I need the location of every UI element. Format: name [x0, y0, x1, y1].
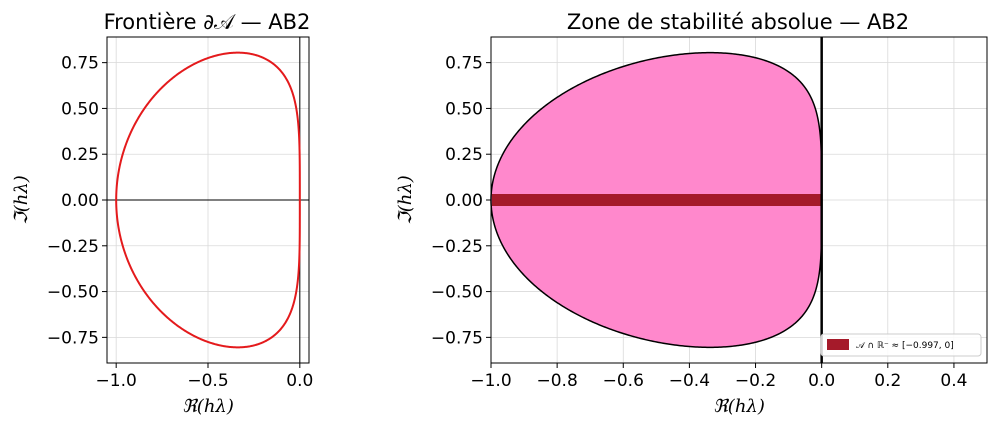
- left-boundary-curve: [115, 51, 301, 349]
- right-y-ticks: 0.75 0.50 0.25 0.00 −0.25 −0.50 −0.75: [431, 54, 491, 348]
- real-interval-band: [491, 194, 822, 206]
- y-tick-label: 0.75: [61, 54, 99, 74]
- right-title: Zone de stabilité absolue — AB2: [567, 10, 909, 34]
- legend-swatch: [827, 339, 849, 350]
- left-title: Frontière ∂𝒜 — AB2: [104, 10, 311, 34]
- left-y-ticks: 0.75 0.50 0.25 0.00 −0.25 −0.50 −0.75: [47, 54, 107, 348]
- x-tick-label: −0.6: [603, 371, 644, 391]
- x-tick-label: 0.0: [286, 371, 313, 391]
- x-tick-label: −0.8: [536, 371, 577, 391]
- legend: 𝒜 ∩ ℝ⁻ ≈ [−0.997, 0]: [820, 333, 982, 357]
- y-tick-label: −0.25: [431, 237, 483, 257]
- y-tick-label: 0.75: [445, 54, 483, 74]
- right-x-ticks: −1.0 −0.8 −0.6 −0.4 −0.2 0.0 0.2 0.4: [470, 363, 967, 391]
- y-tick-label: −0.75: [47, 328, 99, 348]
- legend-label: 𝒜 ∩ ℝ⁻ ≈ [−0.997, 0]: [856, 341, 954, 351]
- x-tick-label: 0.2: [874, 371, 901, 391]
- left-x-ticks: −1.0 −0.5 0.0: [96, 363, 313, 391]
- right-x-axis-label: ℜ(hλ): [713, 396, 765, 417]
- y-tick-label: 0.00: [445, 191, 483, 211]
- y-tick-label: 0.00: [61, 191, 99, 211]
- y-tick-label: −0.75: [431, 328, 483, 348]
- y-tick-label: 0.50: [445, 99, 483, 119]
- x-tick-label: −0.2: [735, 371, 776, 391]
- x-tick-label: −0.4: [669, 371, 710, 391]
- legend-box: [820, 333, 982, 357]
- left-panel: Frontière ∂𝒜 — AB2 −1.0 −0.5 0.0 0.750.500…: [11, 10, 313, 417]
- right-y-axis-label: ℑ(hλ): [395, 175, 416, 225]
- x-tick-label: −1.0: [96, 371, 137, 391]
- x-tick-label: 0.4: [940, 371, 967, 391]
- x-tick-label: 0.0: [808, 371, 835, 391]
- left-x-axis-label: ℜ(hλ): [182, 396, 234, 417]
- y-tick-label: 0.25: [61, 145, 99, 165]
- x-tick-label: −1.0: [470, 371, 511, 391]
- y-tick-label: −0.25: [47, 237, 99, 257]
- left-y-axis-label: ℑ(hλ): [11, 175, 32, 225]
- x-tick-label: −0.5: [187, 371, 228, 391]
- y-tick-label: −0.50: [431, 283, 483, 303]
- right-panel: Zone de stabilité absolue — AB2 −1.0 −0.8…: [395, 10, 988, 417]
- y-tick-label: 0.25: [445, 145, 483, 165]
- y-tick-label: 0.50: [61, 99, 99, 119]
- y-tick-label: −0.50: [47, 283, 99, 303]
